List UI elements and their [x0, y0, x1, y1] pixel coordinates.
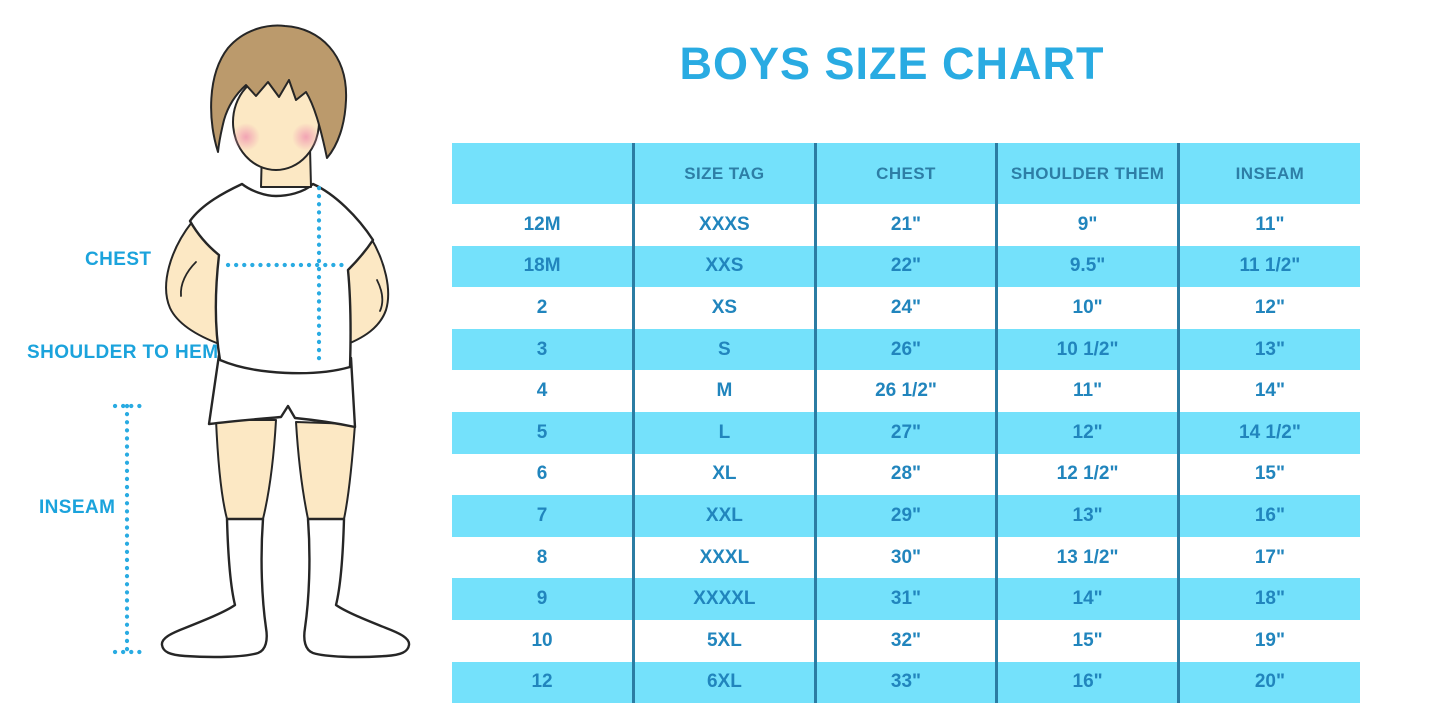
table-cell: 7 — [452, 495, 634, 537]
table-cell: 14" — [995, 578, 1179, 620]
table-cell: 15" — [995, 619, 1179, 662]
table-cell: XL — [632, 453, 816, 496]
table-cell: 10 1/2" — [995, 328, 1179, 371]
table-cell: 19" — [1176, 619, 1360, 662]
table-row: 6 XL 28" 12 1/2" 15" — [452, 453, 1360, 496]
table-cell: 27" — [813, 411, 997, 454]
table-cell: 18" — [1176, 578, 1360, 620]
right-elbow-crease — [376, 279, 384, 312]
table-cell: 2 — [536, 296, 548, 318]
table-cell: 26 1/2" — [813, 370, 997, 412]
table-cell: 13" — [1176, 328, 1360, 371]
table-cell: 14" — [1176, 370, 1360, 412]
table-header: SIZE TAG CHEST SHOULDER THEM INSEAM — [452, 143, 1360, 204]
table-cell: 18M — [452, 245, 634, 288]
header-row: SIZE TAG CHEST SHOULDER THEM INSEAM — [452, 143, 1360, 204]
chest-label: CHEST — [85, 249, 152, 270]
table-cell: 15" — [1176, 453, 1360, 496]
table-cell: 16" — [1176, 495, 1360, 537]
table-row: 7 XXL 29" 13" 16" — [452, 495, 1360, 537]
table-cell: 11 1/2" — [1176, 245, 1360, 288]
table-cell: 30" — [813, 536, 997, 579]
table-cell: 24" — [813, 287, 997, 329]
left-blush — [232, 123, 260, 151]
column-header: SHOULDER THEM — [995, 143, 1179, 204]
table-row: 10 5XL 32" 15" 19" — [452, 619, 1360, 662]
table-cell: M — [632, 370, 816, 412]
table-cell: 12M — [523, 213, 561, 235]
table-cell: XXS — [632, 245, 816, 288]
table-cell: 12" — [1176, 287, 1360, 329]
boy-measurement-illustration — [112, 24, 411, 659]
left-elbow-crease — [180, 261, 197, 297]
table-row: 12M XXXS 21" 9" 11" — [452, 204, 1360, 246]
table-cell: L — [632, 411, 816, 454]
shoulder-to-hem-label: SHOULDER TO HEM — [27, 342, 219, 363]
table-cell: 16" — [995, 661, 1179, 704]
column-header: SIZE TAG — [632, 143, 816, 204]
table-cell: 5 — [452, 411, 634, 454]
table-cell: 12 1/2" — [995, 453, 1179, 496]
table-row: 9 XXXXL 31" 14" 18" — [452, 578, 1360, 620]
table-cell: 8 — [536, 546, 548, 568]
table-cell: XXXL — [632, 536, 816, 579]
hair — [210, 24, 348, 159]
column-header: CHEST — [813, 143, 997, 204]
table-cell: 12" — [995, 411, 1179, 454]
right-leg — [295, 421, 356, 520]
table-cell: 11" — [1176, 204, 1360, 246]
table-cell: 17" — [1176, 536, 1360, 579]
table-cell: 13" — [995, 495, 1179, 537]
table-row: 3 S 26" 10 1/2" 13" — [452, 328, 1360, 371]
right-sock — [303, 517, 411, 659]
table-cell: 20" — [1176, 661, 1360, 704]
table-cell: 9 — [452, 578, 634, 620]
inseam-dotted-line — [112, 403, 143, 655]
table-cell: 3 — [452, 328, 634, 371]
table-cell: 22" — [813, 245, 997, 288]
table-cell: 10 — [531, 629, 553, 651]
table-cell: 14 1/2" — [1176, 411, 1360, 454]
table-cell: XXXXL — [632, 578, 816, 620]
table-row: 4 M 26 1/2" 11" 14" — [452, 370, 1360, 412]
table-row: 18M XXS 22" 9.5" 11 1/2" — [452, 245, 1360, 288]
table-cell: 21" — [813, 204, 997, 246]
table-cell: XXXS — [632, 204, 816, 246]
table-row: 2 XS 24" 10" 12" — [452, 287, 1360, 329]
table-cell: 13 1/2" — [995, 536, 1179, 579]
column-header: INSEAM — [1176, 143, 1360, 204]
inseam-label: INSEAM — [39, 497, 116, 518]
table-cell: 33" — [813, 661, 997, 704]
table-row: 8 XXXL 30" 13 1/2" 17" — [452, 536, 1360, 579]
table-cell: 6XL — [632, 661, 816, 704]
table-row: 5 L 27" 12" 14 1/2" — [452, 411, 1360, 454]
size-chart-table: SIZE TAG CHEST SHOULDER THEM INSEAM 12M XXXS… — [452, 143, 1360, 704]
table-row: 12 6XL 33" 16" 20" — [452, 661, 1360, 704]
table-cell: 4 — [536, 380, 548, 402]
table-body: 12M XXXS 21" 9" 11" 18M XXS 22" 9.5" 11 1/2" 2 XS 24… — [452, 204, 1360, 704]
table-cell: 28" — [813, 453, 997, 496]
table-cell: 11" — [995, 370, 1179, 412]
table-cell: 26" — [813, 328, 997, 371]
right-blush — [292, 123, 320, 151]
table-cell: 6 — [536, 463, 548, 485]
table-cell: 31" — [813, 578, 997, 620]
table-cell: 5XL — [632, 619, 816, 662]
table-cell: 9.5" — [995, 245, 1179, 288]
table-cell: 9" — [995, 204, 1179, 246]
table-cell: 12 — [452, 661, 634, 704]
left-sock — [160, 517, 268, 659]
t-shirt — [188, 182, 375, 375]
table-cell: 10" — [995, 287, 1179, 329]
table-cell: XXL — [632, 495, 816, 537]
table-cell: 29" — [813, 495, 997, 537]
table-cell: S — [632, 328, 816, 371]
page-title: BOYS SIZE CHART — [679, 38, 1105, 89]
left-leg — [215, 419, 277, 520]
column-header — [452, 143, 634, 204]
table-cell: XS — [632, 287, 816, 329]
table-cell: 32" — [813, 619, 997, 662]
